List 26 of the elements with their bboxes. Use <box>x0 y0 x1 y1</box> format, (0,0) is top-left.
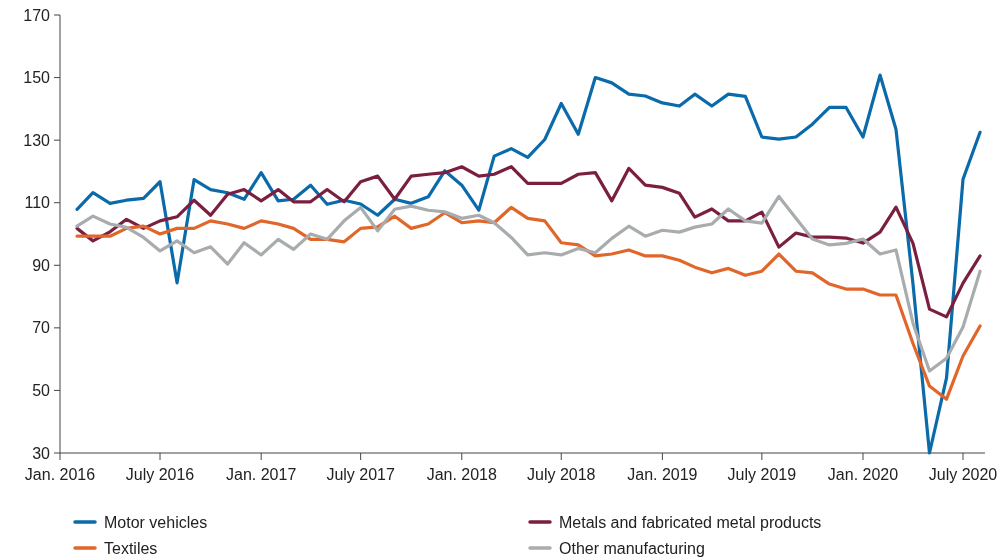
x-tick-label: July 2018 <box>527 466 596 483</box>
y-tick-label: 110 <box>24 194 51 212</box>
line-series <box>75 165 982 319</box>
y-tick-label: 150 <box>23 69 51 87</box>
y-tick-label: 50 <box>32 382 51 400</box>
line-series <box>75 205 982 401</box>
x-tick-label: July 2020 <box>928 466 998 483</box>
x-tick-label: Jan. 2019 <box>627 466 698 483</box>
x-tick-label: Jan. 2018 <box>426 466 498 483</box>
x-tick-label: Jan. 2020 <box>827 466 899 483</box>
x-tick-label: Jan. 2017 <box>226 466 297 483</box>
y-tick-label: 90 <box>32 256 51 274</box>
y-tick-label: 170 <box>23 6 51 24</box>
y-tick-label: 30 <box>32 444 51 462</box>
legend-label: Metals and fabricated metal products <box>559 513 822 531</box>
line-series <box>75 73 982 455</box>
x-tick-label: July 2016 <box>125 466 195 483</box>
legend-label: Motor vehicles <box>104 513 208 531</box>
legend-label: Other manufacturing <box>559 539 705 557</box>
y-tick-label: 130 <box>23 131 51 149</box>
line-series <box>75 194 982 373</box>
y-tick-label: 70 <box>32 319 51 337</box>
legend-label: Textiles <box>104 539 158 557</box>
x-tick-label: Jan. 2016 <box>24 466 96 483</box>
x-tick-label: July 2017 <box>326 466 395 483</box>
x-tick-label: July 2019 <box>727 466 797 483</box>
